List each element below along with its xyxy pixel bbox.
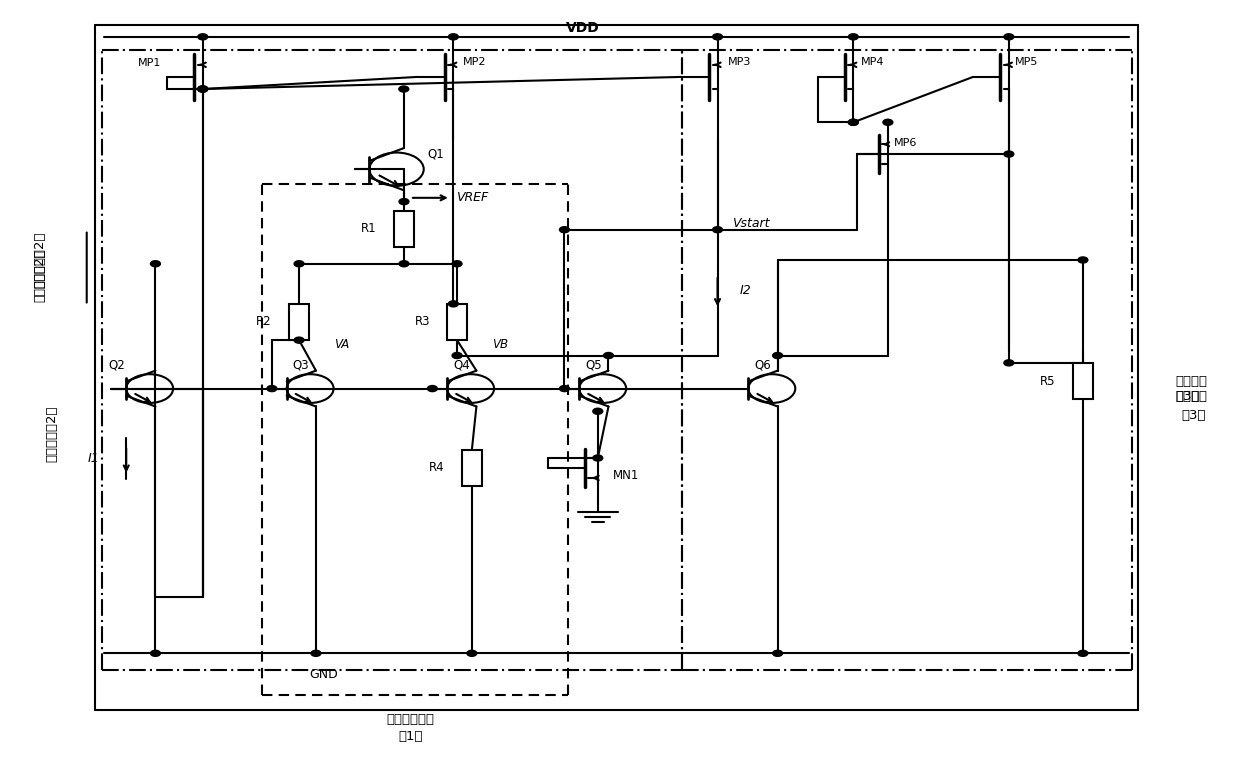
Bar: [1073, 363, 1092, 399]
Circle shape: [848, 120, 858, 125]
Text: 钳位单元（2）: 钳位单元（2）: [46, 405, 58, 463]
Text: R3: R3: [414, 315, 430, 328]
Text: I1: I1: [87, 452, 99, 465]
Text: Q5: Q5: [585, 359, 603, 372]
Text: R2: R2: [257, 315, 272, 328]
Circle shape: [467, 650, 477, 656]
Text: Q3: Q3: [293, 359, 310, 372]
Circle shape: [1004, 360, 1014, 366]
Text: VDD: VDD: [567, 21, 600, 35]
Circle shape: [773, 650, 782, 656]
Text: MN1: MN1: [613, 469, 639, 482]
Circle shape: [559, 386, 569, 392]
Text: 带隙核心单元: 带隙核心单元: [386, 712, 434, 725]
Circle shape: [428, 386, 438, 392]
Text: VB: VB: [491, 338, 507, 351]
Text: Q1: Q1: [428, 148, 444, 161]
Bar: [289, 304, 309, 340]
Text: （3）: （3）: [1182, 408, 1207, 421]
Text: Vstart: Vstart: [733, 217, 770, 230]
Bar: [394, 210, 414, 247]
Text: Q2: Q2: [108, 359, 125, 372]
Text: VA: VA: [334, 338, 348, 351]
Circle shape: [883, 120, 893, 125]
Circle shape: [1004, 151, 1014, 157]
Text: MP2: MP2: [464, 57, 487, 67]
Text: 钳位单元（2）: 钳位单元（2）: [33, 232, 46, 288]
Bar: [463, 450, 482, 486]
Circle shape: [453, 261, 463, 267]
Circle shape: [294, 337, 304, 343]
Circle shape: [198, 34, 207, 40]
Circle shape: [399, 261, 409, 267]
Circle shape: [399, 199, 409, 205]
Text: I2: I2: [740, 283, 751, 296]
Text: 钳位单元（2）: 钳位单元（2）: [33, 248, 46, 302]
Text: 启动单元
（3）: 启动单元 （3）: [1176, 375, 1208, 402]
Circle shape: [593, 455, 603, 461]
Circle shape: [198, 86, 207, 92]
Circle shape: [559, 226, 569, 232]
Circle shape: [198, 86, 207, 92]
Circle shape: [593, 408, 603, 415]
Text: R1: R1: [361, 223, 377, 235]
Circle shape: [311, 650, 321, 656]
Circle shape: [150, 261, 160, 267]
Text: R5: R5: [1040, 374, 1055, 388]
Circle shape: [449, 34, 459, 40]
Circle shape: [294, 261, 304, 267]
Circle shape: [713, 34, 723, 40]
Circle shape: [604, 353, 614, 359]
Text: VREF: VREF: [455, 191, 487, 204]
Bar: [448, 304, 467, 340]
Text: R4: R4: [429, 462, 445, 475]
Text: GND: GND: [309, 668, 339, 681]
Text: MP3: MP3: [728, 57, 750, 67]
Circle shape: [150, 650, 160, 656]
Circle shape: [198, 86, 207, 92]
Circle shape: [399, 86, 409, 92]
Circle shape: [453, 353, 463, 359]
Circle shape: [848, 120, 858, 125]
Circle shape: [1078, 257, 1087, 263]
Circle shape: [1004, 34, 1014, 40]
Text: MP4: MP4: [861, 57, 884, 67]
Text: MP6: MP6: [894, 138, 918, 148]
Circle shape: [267, 386, 277, 392]
Circle shape: [713, 226, 723, 232]
Circle shape: [773, 353, 782, 359]
Circle shape: [1078, 650, 1087, 656]
Circle shape: [848, 34, 858, 40]
Text: （1）: （1）: [398, 730, 423, 743]
Text: Q6: Q6: [755, 359, 771, 372]
Text: MP1: MP1: [138, 59, 161, 69]
Text: MP5: MP5: [1016, 57, 1038, 67]
Text: Q4: Q4: [454, 359, 470, 372]
Text: 启动单元: 启动单元: [1176, 389, 1208, 402]
Circle shape: [449, 301, 459, 307]
